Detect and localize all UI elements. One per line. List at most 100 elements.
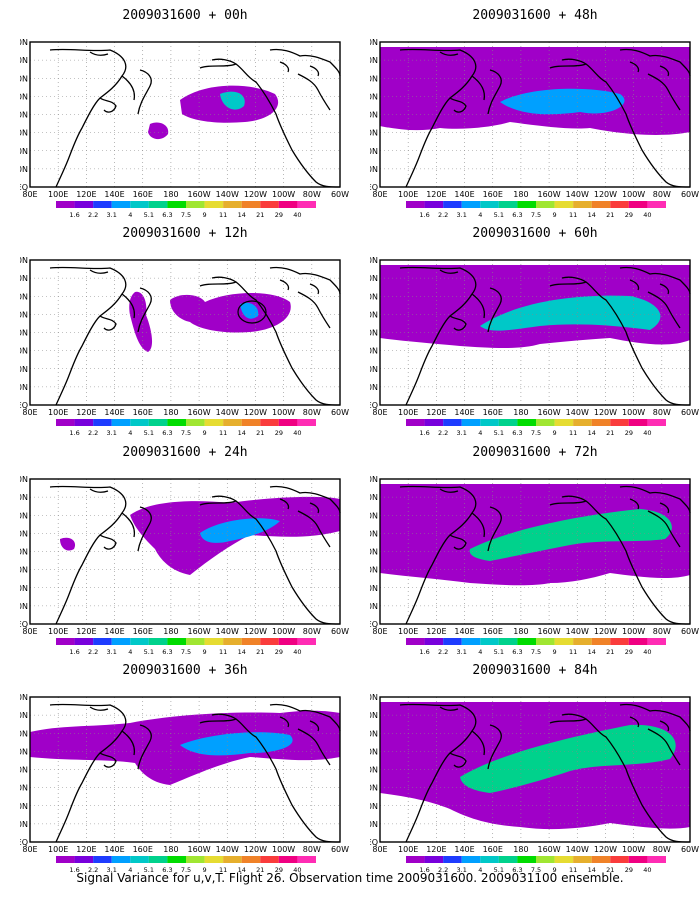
colorbar-swatch (480, 856, 499, 863)
colorbar-label: 4 (478, 211, 482, 217)
colorbar-label: 1.6 (69, 429, 79, 435)
colorbar-label: 1.6 (419, 648, 429, 654)
colorbar-swatch (536, 856, 555, 863)
colorbar-label: 29 (625, 211, 633, 217)
lon-tick-label: 120E (76, 627, 96, 636)
colorbar-label: 14 (588, 429, 596, 435)
panel-title: 2009031600 + 24h (122, 445, 248, 460)
colorbar-swatch (93, 856, 112, 863)
variance-region (148, 85, 279, 140)
coastline (659, 720, 670, 732)
lat-tick-label: 50N (370, 310, 378, 319)
lon-tick-label: 160W (187, 845, 210, 854)
colorbar-swatch (406, 419, 425, 426)
colorbar-label: 4 (478, 866, 482, 872)
colorbar-label: 11 (569, 429, 577, 435)
coastline (211, 713, 237, 720)
panel-title: 2009031600 + 12h (122, 226, 248, 241)
lat-tick-label: 20N (20, 147, 28, 156)
lon-tick-label: 100W (622, 190, 645, 199)
colorbar-label: 11 (219, 429, 227, 435)
lon-tick-label: 180 (163, 627, 178, 636)
colorbar-label: 9 (553, 429, 557, 435)
lat-tick-label: 60N (370, 729, 378, 738)
colorbar-swatch (610, 856, 629, 863)
colorbar-label: 11 (219, 648, 227, 654)
colorbar-swatch (204, 856, 224, 863)
colorbar-swatch (443, 856, 462, 863)
coastline (487, 506, 502, 552)
colorbar-swatch (554, 201, 574, 208)
lat-tick-label: 40N (370, 329, 378, 338)
coastline (137, 506, 152, 552)
colorbar-swatch (424, 856, 444, 863)
forecast-panel: 2009031600 + 84h 80N 70N 60N 50N 40N 30N 20N 10N… (370, 663, 700, 873)
colorbar-swatch (647, 638, 666, 645)
lon-tick-label: 160E (483, 408, 503, 417)
lon-tick-label: 100W (622, 845, 645, 854)
colorbar-swatch (56, 201, 75, 208)
coastline (99, 534, 117, 550)
coastline (99, 752, 117, 768)
lat-tick-label: 10N (370, 820, 378, 829)
lon-tick-label: 100W (272, 408, 295, 417)
colorbar-label: 2.2 (438, 211, 448, 217)
colorbar-swatch (461, 856, 481, 863)
colorbar-swatch (204, 419, 224, 426)
panel-title: 2009031600 + 60h (472, 226, 598, 241)
lon-tick-label: 160E (133, 845, 153, 854)
lat-tick-label: 40N (370, 548, 378, 557)
colorbar-swatch (573, 201, 592, 208)
coastline (449, 97, 467, 113)
lon-tick-label: 60W (681, 408, 699, 417)
lon-tick-label: 60W (681, 190, 699, 199)
colorbar-label: 6.3 (512, 211, 522, 217)
coastline (89, 269, 109, 274)
colorbar-swatch (130, 638, 149, 645)
colorbar-label: 29 (275, 648, 283, 654)
lat-tick-label: 40N (370, 111, 378, 120)
colorbar-label: 3.1 (457, 429, 467, 435)
colorbar-swatch (480, 201, 499, 208)
lat-tick-label: 50N (20, 92, 28, 101)
variance-map: 80N 70N 60N 50N 40N 30N 20N 10N EQ80E 100E 120E 140… (370, 38, 699, 217)
lon-tick-label: 160W (537, 190, 560, 199)
colorbar-label: 5.1 (144, 211, 154, 217)
coastline (449, 315, 467, 331)
lat-tick-label: 60N (370, 511, 378, 520)
lat-tick-label: 60N (20, 74, 28, 83)
lon-tick-label: 80E (22, 627, 37, 636)
lat-tick-label: 10N (370, 602, 378, 611)
colorbar-label: 5.1 (144, 866, 154, 872)
coastline (269, 485, 341, 514)
coastline (647, 73, 681, 111)
colorbar-swatch (130, 856, 149, 863)
panel-title: 2009031600 + 84h (472, 663, 598, 678)
colorbar-label: 3.1 (457, 211, 467, 217)
lon-tick-label: 120E (76, 845, 96, 854)
colorbar-label: 1.6 (69, 648, 79, 654)
lat-tick-label: 40N (20, 111, 28, 120)
colorbar-label: 5.1 (494, 866, 504, 872)
lat-tick-label: 50N (370, 529, 378, 538)
colorbar-label: 5.1 (144, 648, 154, 654)
coastline (309, 502, 320, 514)
lat-tick-label: 50N (20, 310, 28, 319)
observation-circle (237, 300, 267, 324)
colorbar-label: 21 (606, 429, 614, 435)
coastline (647, 728, 681, 766)
colorbar-label: 14 (238, 866, 246, 872)
lon-tick-label: 180 (513, 190, 528, 199)
map-frame (29, 478, 341, 625)
lon-tick-label: 80E (22, 845, 37, 854)
lat-tick-label: 70N (370, 56, 378, 65)
colorbar-label: 21 (256, 866, 264, 872)
lat-tick-label: EQ (20, 838, 28, 847)
coastline (619, 48, 691, 77)
lat-tick-label: 60N (370, 74, 378, 83)
lon-tick-label: 180 (163, 408, 178, 417)
colorbar-swatch (204, 638, 224, 645)
forecast-panel: 2009031600 + 72h 80N 70N 60N 50N 40N 30N 20N 10N… (370, 445, 700, 655)
colorbar-swatch (186, 419, 205, 426)
forecast-panel: 2009031600 + 60h 80N 70N 60N 50N 40N 30N 20N 10N… (370, 226, 700, 436)
